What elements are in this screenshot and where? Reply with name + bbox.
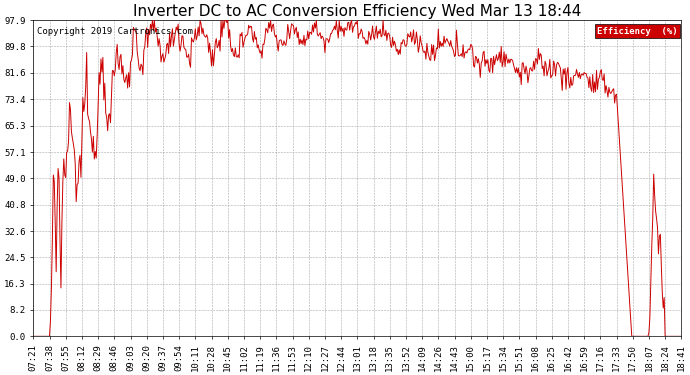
Text: Copyright 2019 Cartronics.com: Copyright 2019 Cartronics.com (37, 27, 193, 36)
Text: Efficiency  (%): Efficiency (%) (598, 27, 678, 36)
Title: Inverter DC to AC Conversion Efficiency Wed Mar 13 18:44: Inverter DC to AC Conversion Efficiency … (133, 4, 582, 19)
